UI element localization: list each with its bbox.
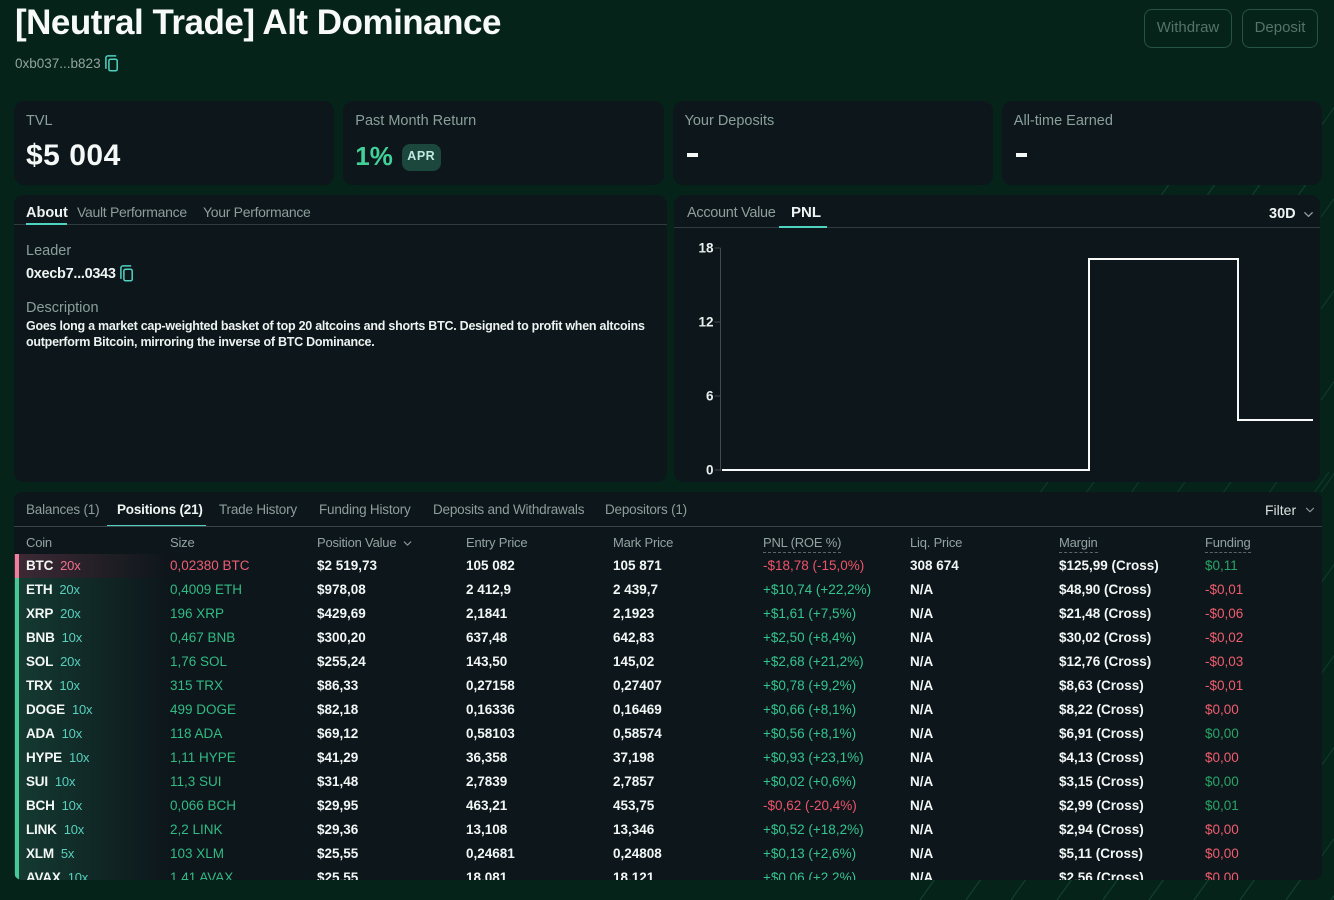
svg-text:6: 6 [706, 389, 714, 404]
svg-text:0: 0 [706, 463, 714, 478]
svg-text:12: 12 [698, 315, 713, 330]
svg-text:18: 18 [698, 241, 714, 256]
